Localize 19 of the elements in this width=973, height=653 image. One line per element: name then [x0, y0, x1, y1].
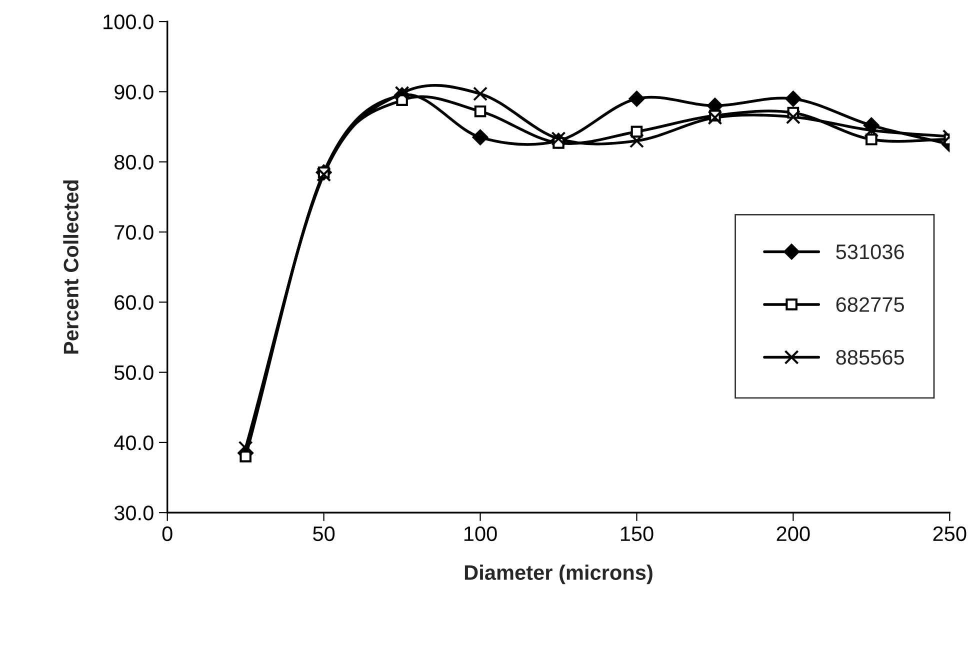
x-tick-label: 100 [464, 526, 497, 542]
legend-label: 682775 [836, 297, 904, 312]
x-tick-label: 250 [933, 526, 966, 542]
y-axis-title: Percent Collected [63, 180, 78, 354]
x-tick-label: 200 [776, 526, 810, 542]
legend-label: 885565 [836, 350, 904, 365]
legend-label: 531036 [836, 244, 904, 260]
y-tick-label: 30.0 [114, 506, 154, 520]
y-tick-label: 60.0 [114, 295, 154, 310]
y-tick-label: 40.0 [114, 435, 154, 450]
x-tick-label: 150 [620, 526, 654, 542]
y-tick-label: 80.0 [114, 154, 154, 170]
y-tick-label: 90.0 [114, 84, 154, 100]
y-tick-label: 70.0 [114, 225, 154, 240]
x-tick-label: 50 [313, 526, 335, 542]
y-tick-label: 100.0 [104, 14, 154, 30]
x-tick-label: 0 [162, 526, 172, 542]
y-tick-label: 50.0 [114, 365, 154, 380]
x-axis-title: Diameter (microns) [464, 564, 652, 584]
